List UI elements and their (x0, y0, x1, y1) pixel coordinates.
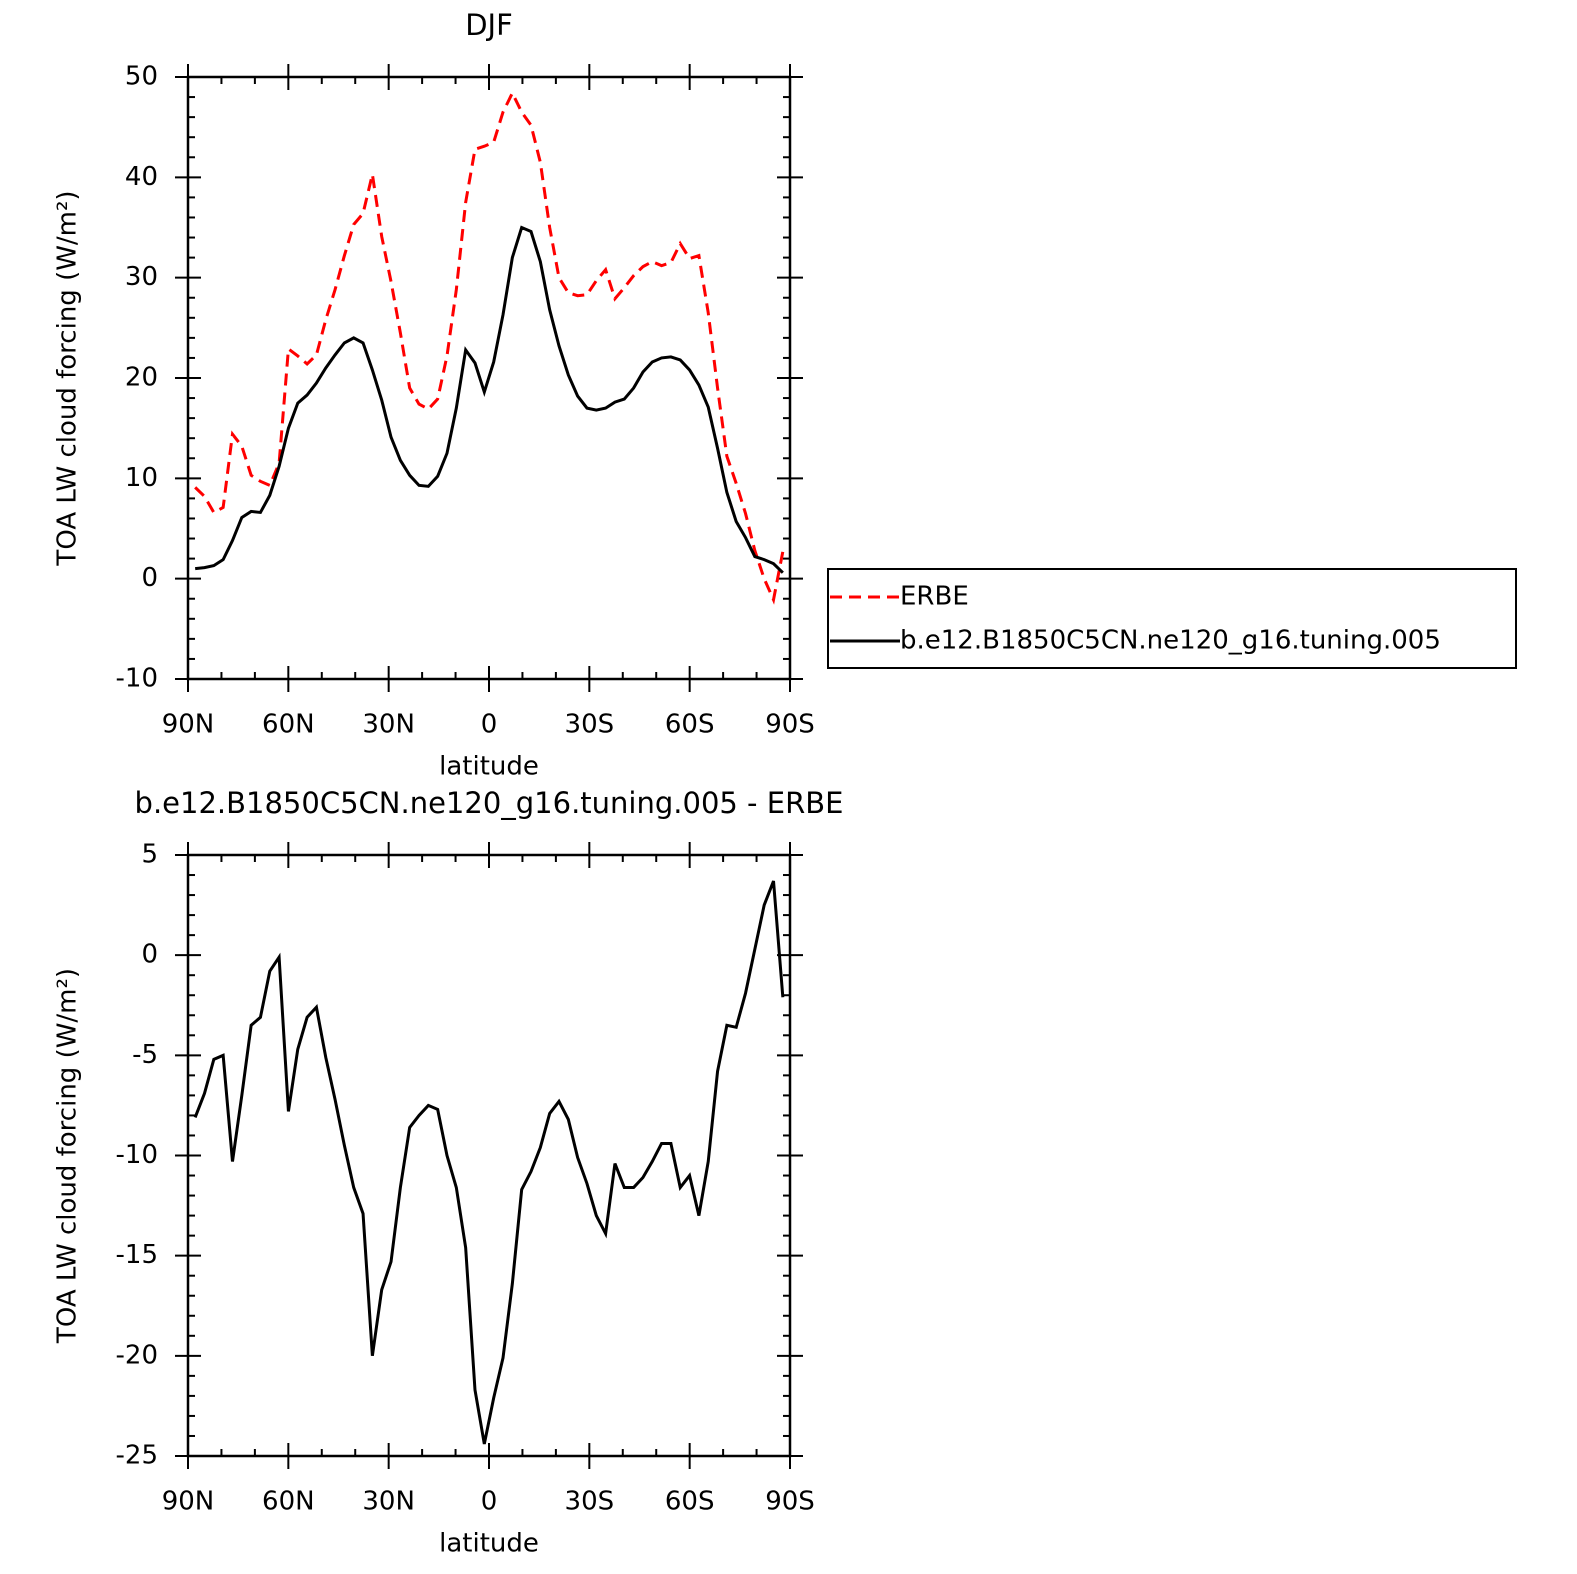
y-tick-label: 0 (141, 940, 158, 970)
x-tick-label: 30S (565, 1487, 615, 1517)
y-tick-label: 50 (125, 62, 158, 92)
plot-frame (186, 853, 792, 1458)
y-tick-label: -10 (116, 664, 158, 694)
chart-title: b.e12.B1850C5CN.ne120_g16.tuning.005 - E… (135, 786, 844, 820)
x-tick-label: 30N (362, 710, 415, 740)
x-axis-label: latitude (439, 1529, 539, 1559)
x-tick-label: 60S (665, 710, 715, 740)
data-line (194, 89, 785, 605)
y-tick-label: -20 (116, 1340, 158, 1370)
data-line (193, 880, 785, 1445)
y-tick-label: 10 (125, 463, 158, 493)
y-tick-label: 0 (141, 563, 158, 593)
y-tick-label: -10 (116, 1140, 158, 1170)
x-tick-label: 60S (665, 1487, 715, 1517)
x-tick-label: 0 (481, 1487, 498, 1517)
x-axis-label: latitude (439, 752, 539, 782)
y-tick-label: -25 (116, 1441, 158, 1471)
y-tick-label: -15 (116, 1240, 158, 1270)
x-tick-label: 60N (262, 1487, 315, 1517)
x-tick-label: 90S (765, 1487, 815, 1517)
y-axis-label: TOA LW cloud forcing (W/m²) (53, 190, 83, 566)
legend-label: b.e12.B1850C5CN.ne120_g16.tuning.005 (900, 626, 1441, 656)
x-tick-label: 60N (262, 710, 315, 740)
y-tick-label: 20 (125, 363, 158, 393)
x-tick-label: 90N (162, 710, 215, 740)
legend-box (827, 568, 1517, 669)
x-tick-label: 0 (481, 710, 498, 740)
y-axis-label: TOA LW cloud forcing (W/m²) (53, 968, 83, 1344)
data-line (194, 225, 784, 574)
x-tick-label: 30S (565, 710, 615, 740)
legend-label: ERBE (900, 582, 969, 612)
plot-frame (186, 75, 792, 681)
y-tick-label: -5 (132, 1040, 158, 1070)
y-tick-label: 30 (125, 262, 158, 292)
chart-title: DJF (465, 8, 513, 42)
x-tick-label: 30N (362, 1487, 415, 1517)
y-tick-label: 40 (125, 162, 158, 192)
x-tick-label: 90S (765, 710, 815, 740)
y-tick-label: 5 (141, 840, 158, 870)
x-tick-label: 90N (162, 1487, 215, 1517)
